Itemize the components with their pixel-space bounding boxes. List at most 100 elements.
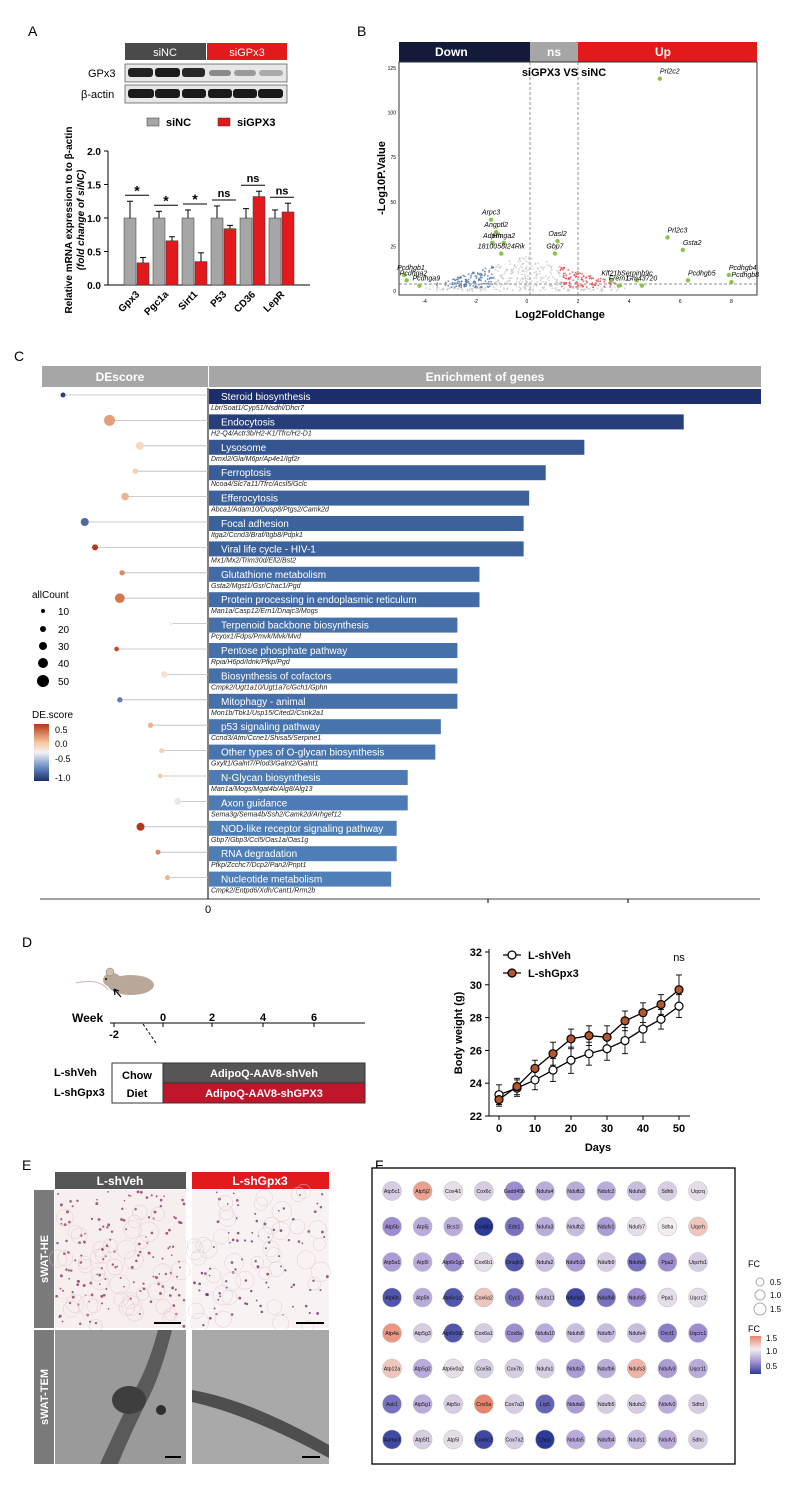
- volcano-background-point: [477, 272, 479, 275]
- f-bubble-label: Sdhb: [661, 1189, 673, 1195]
- c-legend-de-05: 0.5: [55, 725, 68, 735]
- volcano-background-point: [469, 284, 472, 287]
- volcano-background-point: [519, 265, 522, 268]
- c-lollipop-dot: [121, 492, 129, 501]
- f-bubble-label: Dnajb1: [506, 1260, 523, 1266]
- c-bar-17: [209, 820, 397, 836]
- a-bar-gpx3-sinc: [123, 217, 137, 286]
- c-legend-count-50: 50: [58, 677, 70, 688]
- d-x-tick-label: 20: [565, 1123, 577, 1135]
- e-adipocyte: [296, 1250, 316, 1270]
- c-lollipop-dot: [168, 621, 173, 626]
- volcano-background-point: [564, 281, 566, 284]
- f-bubble-label: Atp6v1c2: [442, 1296, 464, 1302]
- f-bubble-label: Atp4a: [385, 1331, 399, 1337]
- volcano-background-point: [543, 286, 546, 288]
- c-pathway-name: Pentose phosphate pathway: [221, 646, 347, 657]
- volcano-background-point: [580, 284, 582, 287]
- volcano-gene-label: Pcdhga9: [412, 276, 440, 283]
- e-nucleus: [59, 1274, 63, 1278]
- a-bar-pgc1a-sigpx3: [165, 240, 179, 286]
- c-lollipop-dot: [136, 822, 145, 831]
- a-bar-cd36-sinc: [239, 217, 253, 286]
- e-nucleus: [63, 1223, 67, 1227]
- e-adipocyte: [123, 1220, 142, 1239]
- blot-gpx3-bands: [128, 68, 283, 77]
- d-point-l-shveh: [674, 1001, 684, 1011]
- a-y-tick-label: 0.5: [87, 248, 101, 259]
- c-bar-4: [209, 490, 530, 506]
- c-pathway-genes: Gbp7/Gbp3/Ccl5/Oas1a/Oas1g: [211, 837, 308, 844]
- c-pathway-name: Lysosome: [221, 443, 267, 454]
- c-pathway-genes: Man1a/Mogs/Mgat4b/Alg8/Alg13: [211, 786, 313, 793]
- e-adipocyte: [262, 1217, 281, 1235]
- d-point-l-shveh: [530, 1075, 540, 1085]
- volcano-gene-point-1810058i24rik: [499, 251, 504, 256]
- band-up: [578, 42, 757, 62]
- volcano-background-point: [530, 280, 533, 283]
- f-bubble-ndufs8: [627, 1181, 647, 1201]
- lane-label-sinc: siNC: [153, 47, 177, 59]
- f-bubble-ndufa6: [565, 1394, 586, 1414]
- b-x-tick-label: 6: [679, 299, 682, 305]
- e-adipocyte: [195, 1236, 212, 1254]
- volcano-background-point: [576, 285, 579, 288]
- f-bubble-label: Ndufb8: [598, 1296, 615, 1302]
- c-lollipop-dot: [117, 697, 123, 703]
- volcano-background-point: [538, 272, 541, 275]
- e-nucleus: [153, 1210, 157, 1214]
- c-lollipop-dot: [114, 646, 119, 652]
- volcano-background-point: [513, 264, 516, 267]
- volcano-background-point: [500, 274, 503, 276]
- f-bubble-label: Oxct1: [661, 1331, 675, 1337]
- e-adipocyte: [271, 1201, 292, 1222]
- f-legend-color-bar: [750, 1336, 761, 1374]
- volcano-background-point: [480, 274, 482, 277]
- panel-letter-f: F: [375, 1157, 384, 1173]
- volcano-background-point: [473, 280, 476, 283]
- volcano-background-point: [496, 288, 498, 291]
- f-bubble-label: Atp5a1: [384, 1260, 401, 1266]
- e-tem-veh-droplet: [112, 1386, 146, 1414]
- volcano-background-point: [545, 281, 547, 284]
- e-nucleus: [138, 1312, 141, 1316]
- b-y-tick-label: 75: [390, 155, 396, 161]
- volcano-background-point: [490, 273, 493, 276]
- f-bubble-label: Atp6b: [385, 1296, 399, 1302]
- e-adipocyte: [214, 1310, 232, 1328]
- e-adipocyte: [296, 1183, 312, 1199]
- e-nucleus: [123, 1285, 125, 1288]
- e-adipocyte: [124, 1250, 144, 1270]
- f-bubble-label: Ndufv1: [659, 1438, 676, 1444]
- a-sig-label: *: [163, 192, 169, 208]
- a-bar-lepr-sigpx3: [281, 211, 295, 286]
- e-col-veh-label: L-shVeh: [97, 1174, 144, 1188]
- e-nucleus: [68, 1220, 71, 1224]
- f-bubble-ppa2: [657, 1252, 678, 1272]
- e-col-gpx3-label: L-shGpx3: [232, 1174, 288, 1188]
- volcano-background-point: [460, 288, 463, 291]
- volcano-background-point: [567, 268, 570, 271]
- e-adipocyte: [190, 1249, 207, 1266]
- volcano-background-point: [523, 275, 526, 278]
- c-pathway-name: Other types of O-glycan biosynthesis: [221, 748, 384, 759]
- volcano-background-point: [593, 288, 595, 291]
- volcano-background-point: [478, 273, 481, 276]
- e-nucleus: [290, 1286, 293, 1289]
- f-bubble-oxct1: [657, 1323, 678, 1343]
- volcano-background-point: [521, 266, 524, 269]
- volcano-background-point: [580, 278, 583, 281]
- timeline-dash: [142, 1023, 157, 1044]
- volcano-background-point: [458, 287, 460, 289]
- volcano-background-point: [480, 285, 483, 288]
- e-nucleus: [244, 1302, 247, 1305]
- c-pathway-name: Terpenoid backbone biosynthesis: [221, 621, 369, 632]
- volcano-background-point: [567, 278, 570, 281]
- f-bubble-atp6v0a2: [443, 1358, 463, 1379]
- c-header-left-label: DEscore: [96, 370, 145, 384]
- f-legend-color-10: 1.0: [766, 1347, 778, 1356]
- e-adipocyte: [171, 1260, 191, 1281]
- e-nucleus: [260, 1310, 264, 1314]
- f-bubble-label: Uqcrh: [691, 1225, 705, 1231]
- f-bubble-label: Lhpp: [539, 1438, 551, 1444]
